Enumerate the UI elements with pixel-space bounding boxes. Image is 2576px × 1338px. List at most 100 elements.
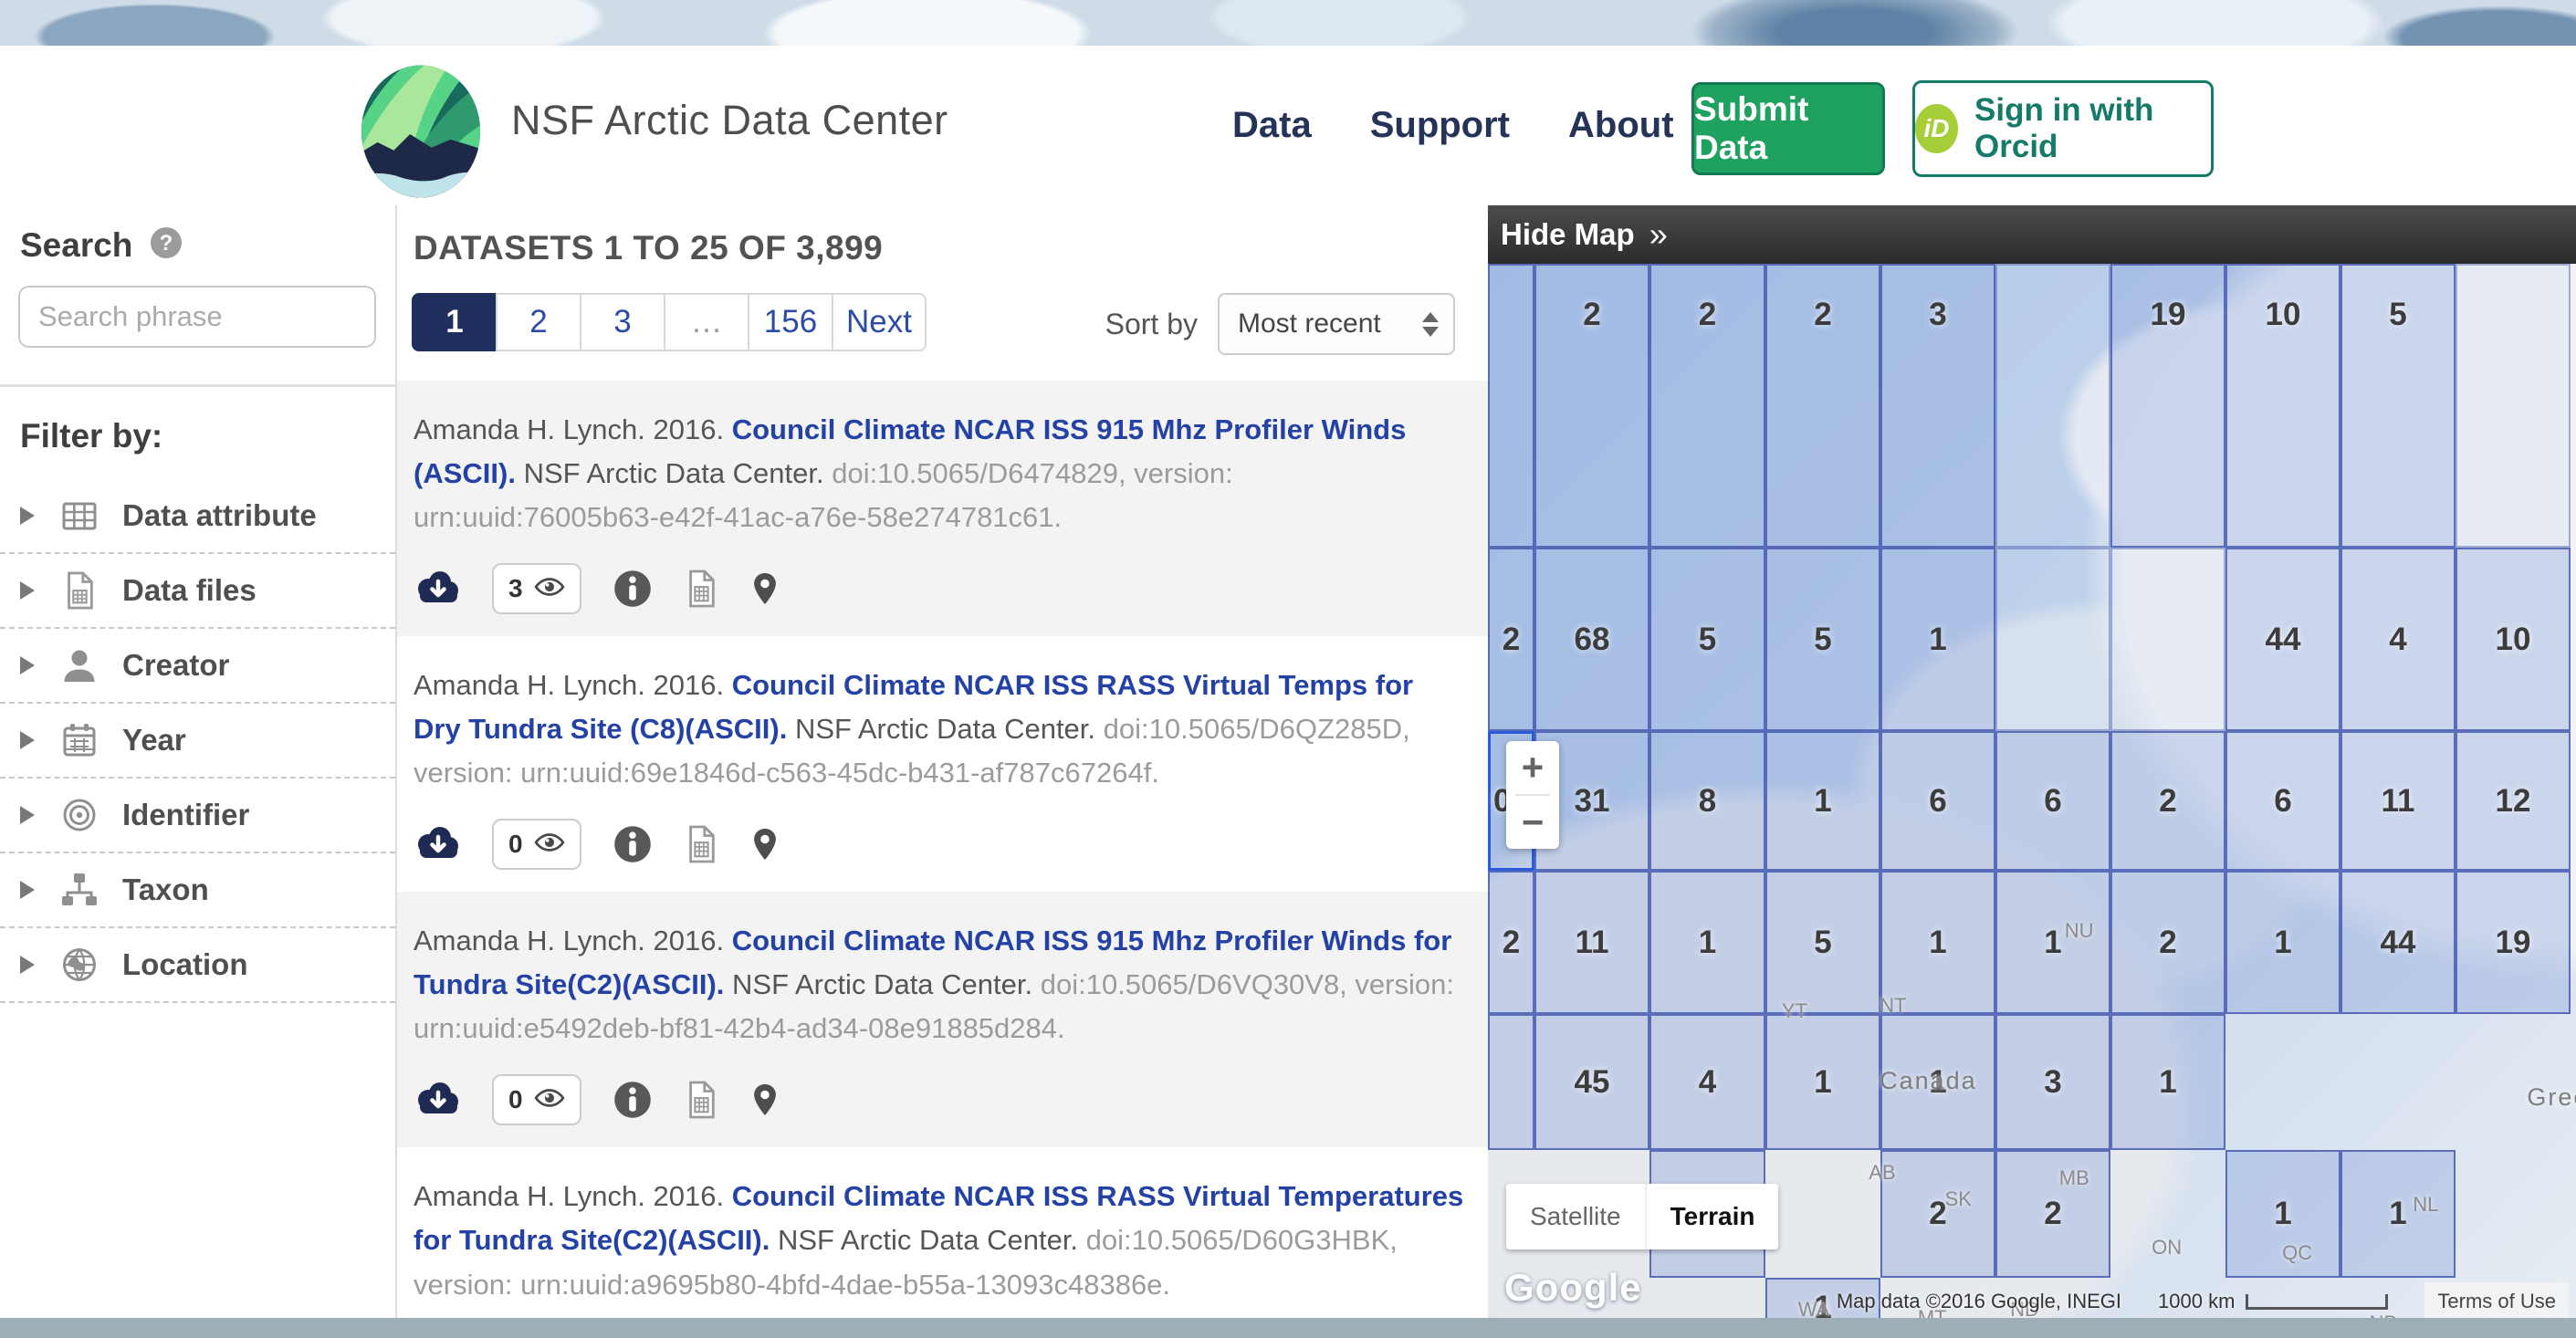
google-logo[interactable]: Google [1504,1266,1642,1309]
dataset-title-link[interactable]: Council Climate NCAR ISS RASS Virtual Te… [414,1180,1464,1257]
map-pin-icon[interactable] [749,569,780,609]
map-grid-cell[interactable] [1995,548,2110,731]
map-grid-cell[interactable] [2456,264,2571,548]
sort-select[interactable]: Most recent [1218,293,1455,355]
map-grid-cell[interactable] [1995,264,2110,548]
pagination-page-1[interactable]: 1 [412,293,497,351]
search-input[interactable] [20,287,374,346]
map-grid-cell[interactable]: 1 [1765,1014,1880,1150]
cloud-download-icon[interactable] [414,569,461,609]
map-grid-cell[interactable]: 3 [1880,264,1995,548]
views-badge[interactable]: 0 [492,819,581,871]
map-grid-cell[interactable]: 12 [2456,731,2571,871]
pagination-page-3[interactable]: 3 [580,293,665,351]
views-badge[interactable]: 3 [492,563,581,615]
map-canvas[interactable]: 2223191052685514441000318166261112211151… [1488,264,2576,1338]
map-grid-cell[interactable]: 68 [1534,548,1649,731]
map-grid-cell[interactable]: 1 [2110,1014,2225,1150]
map-grid-cell[interactable]: 11 [1534,871,1649,1014]
map-place-label: MB [2058,1166,2089,1189]
info-icon[interactable] [613,824,653,864]
map-grid-cell[interactable] [1488,1014,1534,1150]
map-grid-cell[interactable]: 1 [2340,1150,2456,1278]
site-logo[interactable] [351,64,490,199]
map-grid-cell[interactable]: 2 [2110,731,2225,871]
map-grid-cell[interactable]: 4 [1649,1014,1765,1150]
map-type-satellite-button[interactable]: Satellite [1506,1184,1645,1249]
map-grid-cell[interactable]: 6 [1880,731,1995,871]
pagination-page-156[interactable]: 156 [748,293,833,351]
dataset-title-link[interactable]: Council Climate NCAR ISS 915 Mhz Profile… [414,413,1407,490]
info-icon[interactable] [613,569,653,609]
map-grid-cell[interactable]: 2 [1488,548,1534,731]
map-grid-cell[interactable]: 1 [1880,1014,1995,1150]
terms-of-use-link[interactable]: Terms of Use [2424,1282,2569,1321]
map-grid-cell[interactable]: 5 [1765,548,1880,731]
cloud-download-icon[interactable] [414,1080,461,1120]
map-grid-cell[interactable]: 2 [1534,264,1649,548]
map-grid-cell[interactable]: 1 [1765,731,1880,871]
map-grid-cell[interactable]: 8 [1649,731,1765,871]
nav-link-support[interactable]: Support [1369,105,1511,145]
zoom-out-button[interactable]: − [1521,800,1545,843]
map-grid-cell[interactable]: 5 [1649,548,1765,731]
map-grid-cell[interactable]: 1 [1880,548,1995,731]
map-grid-cell[interactable]: 1 [1995,871,2110,1014]
map-grid-cell[interactable]: 6 [2225,731,2340,871]
map-grid-cell[interactable]: 45 [1534,1014,1649,1150]
map-grid-cell[interactable]: 4 [2340,548,2456,731]
map-grid-cell[interactable]: 5 [2340,264,2456,548]
filter-item-data-attribute[interactable]: Data attribute [0,479,395,554]
map-grid-cell[interactable]: 5 [1765,871,1880,1014]
map-grid-cell[interactable]: 2 [1649,264,1765,548]
views-badge[interactable]: 0 [492,1074,581,1126]
map-grid-cell[interactable] [1488,264,1534,548]
map-type-terrain-button[interactable]: Terrain [1644,1184,1779,1249]
map-grid-cell[interactable]: 2 [1995,1150,2110,1278]
filter-item-identifier[interactable]: Identifier [0,779,395,853]
nav-link-data[interactable]: Data [1232,105,1312,145]
pagination-next[interactable]: Next [832,293,927,351]
orcid-signin-button[interactable]: iD Sign in with Orcid [1912,80,2214,177]
map-pin-icon[interactable] [749,1080,780,1120]
map-grid-cell[interactable]: 1 [1880,871,1995,1014]
map-place-label: Canada [1880,1067,1977,1095]
map-grid-cell[interactable] [2110,548,2225,731]
map-grid-cell[interactable]: 19 [2110,264,2225,548]
map-grid-cell[interactable]: 1 [2225,871,2340,1014]
map-grid-cell[interactable]: 44 [2225,548,2340,731]
dataset-title-link[interactable]: Council Climate NCAR ISS 915 Mhz Profile… [414,925,1452,1001]
map-grid-cell[interactable]: 2 [1880,1150,1995,1278]
map-grid-cell[interactable]: 44 [2340,871,2456,1014]
map-pin-icon[interactable] [749,824,780,864]
filter-item-year[interactable]: Year [0,704,395,779]
filter-item-location[interactable]: Location [0,928,395,1003]
metadata-doc-icon[interactable] [684,824,718,864]
submit-data-button[interactable]: Submit Data [1691,82,1885,175]
map-cell-count: 1 [1814,1290,1832,1325]
pagination-page-2[interactable]: 2 [496,293,581,351]
map-grid-cell[interactable]: 1 [1649,871,1765,1014]
dataset-title-link[interactable]: Council Climate NCAR ISS RASS Virtual Te… [414,669,1414,746]
map-grid-cell[interactable]: 1 [2225,1150,2340,1278]
map-grid-cell[interactable]: 19 [2456,871,2571,1014]
map-grid-cell[interactable]: 6 [1995,731,2110,871]
hide-map-button[interactable]: Hide Map » [1488,205,2576,264]
map-grid-cell[interactable]: 2 [1488,871,1534,1014]
info-icon[interactable] [613,1080,653,1120]
map-grid-cell[interactable]: 2 [1765,264,1880,548]
metadata-doc-icon[interactable] [684,1080,718,1120]
filter-item-data-files[interactable]: Data files [0,554,395,629]
map-grid-cell[interactable]: 11 [2340,731,2456,871]
cloud-download-icon[interactable] [414,824,461,864]
help-icon[interactable]: ? [149,225,183,265]
map-grid-cell[interactable]: 2 [2110,871,2225,1014]
zoom-in-button[interactable]: + [1521,746,1545,789]
filter-item-taxon[interactable]: Taxon [0,853,395,928]
map-grid-cell[interactable]: 10 [2225,264,2340,548]
map-grid-cell[interactable]: 3 [1995,1014,2110,1150]
metadata-doc-icon[interactable] [684,569,718,609]
filter-item-creator[interactable]: Creator [0,629,395,704]
nav-link-about[interactable]: About [1568,105,1674,145]
map-grid-cell[interactable]: 10 [2456,548,2571,731]
